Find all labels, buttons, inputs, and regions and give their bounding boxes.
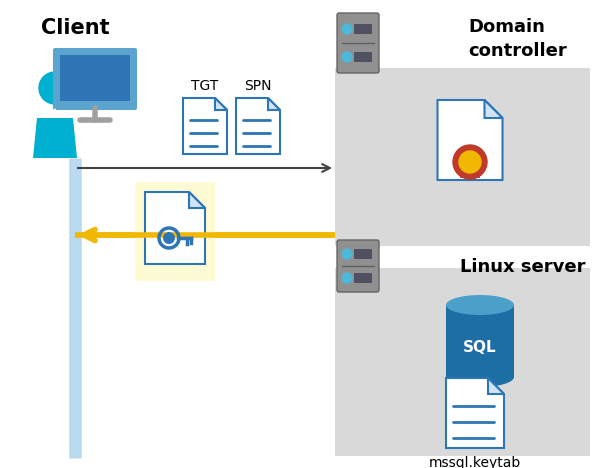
FancyBboxPatch shape	[337, 240, 379, 292]
Polygon shape	[145, 192, 205, 264]
Circle shape	[342, 273, 352, 283]
Polygon shape	[236, 98, 280, 154]
Text: Domain
controller: Domain controller	[468, 18, 567, 59]
Circle shape	[459, 151, 481, 173]
Polygon shape	[49, 108, 61, 118]
FancyBboxPatch shape	[354, 249, 372, 259]
Ellipse shape	[446, 295, 514, 315]
Text: TGT: TGT	[191, 79, 218, 93]
FancyBboxPatch shape	[354, 24, 372, 34]
Circle shape	[342, 24, 352, 34]
FancyBboxPatch shape	[335, 68, 590, 246]
Polygon shape	[268, 98, 280, 110]
Polygon shape	[437, 100, 503, 180]
Text: Linux server: Linux server	[460, 258, 586, 276]
FancyBboxPatch shape	[60, 55, 130, 101]
Circle shape	[342, 52, 352, 62]
Polygon shape	[446, 378, 504, 448]
FancyBboxPatch shape	[335, 268, 590, 456]
Circle shape	[163, 232, 175, 244]
Circle shape	[39, 72, 71, 104]
FancyBboxPatch shape	[53, 48, 137, 110]
FancyBboxPatch shape	[354, 273, 372, 283]
Polygon shape	[472, 158, 480, 178]
Polygon shape	[183, 98, 227, 154]
Circle shape	[342, 249, 352, 259]
Polygon shape	[189, 192, 205, 208]
FancyBboxPatch shape	[354, 52, 372, 62]
Text: mssql.keytab: mssql.keytab	[429, 456, 521, 468]
Polygon shape	[485, 100, 503, 118]
FancyBboxPatch shape	[446, 305, 514, 377]
Text: SPN: SPN	[244, 79, 272, 93]
Text: Client: Client	[41, 18, 109, 38]
Ellipse shape	[446, 367, 514, 387]
Polygon shape	[33, 118, 77, 158]
Polygon shape	[488, 378, 504, 394]
Polygon shape	[215, 98, 227, 110]
FancyBboxPatch shape	[337, 13, 379, 73]
Text: SQL: SQL	[463, 339, 497, 354]
Polygon shape	[460, 158, 468, 178]
Circle shape	[453, 145, 487, 179]
FancyBboxPatch shape	[135, 182, 215, 281]
